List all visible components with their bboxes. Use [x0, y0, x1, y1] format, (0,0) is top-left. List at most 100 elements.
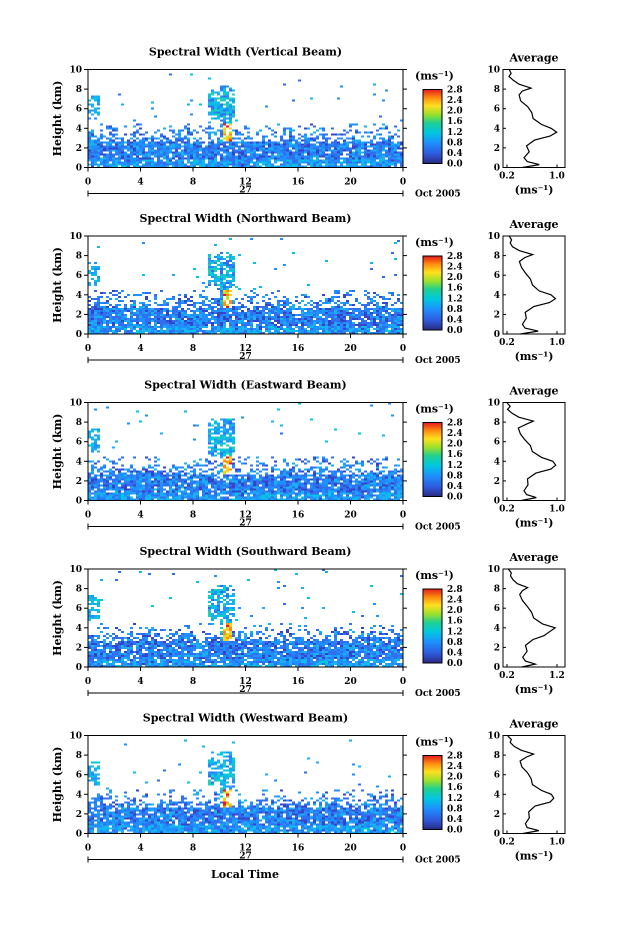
heatmap-cell — [163, 332, 166, 334]
heatmap-cell — [91, 298, 94, 300]
heatmap-cell — [256, 155, 259, 158]
heatmap-cell — [271, 153, 274, 156]
heatmap-cell — [232, 326, 235, 328]
heatmap-cell — [130, 474, 133, 477]
heatmap-cell — [214, 117, 217, 120]
heatmap-cell — [136, 320, 139, 322]
heatmap-cell — [226, 496, 229, 499]
heatmap-cell — [184, 125, 187, 128]
heatmap-cell — [343, 490, 346, 493]
heatmap-cell — [202, 304, 205, 306]
heatmap-cell — [127, 488, 130, 491]
heatmap-cell — [274, 308, 277, 310]
heatmap-cell — [136, 474, 139, 477]
heatmap-cell — [145, 163, 148, 166]
heatmap-cell — [244, 486, 247, 489]
y-tick-label: 10 — [69, 232, 82, 242]
y-tick-label: 8 — [76, 252, 82, 262]
heatmap-cell — [187, 143, 190, 146]
heatmap-cell — [355, 131, 358, 134]
heatmap-cell — [262, 159, 265, 162]
heatmap-cell — [301, 314, 304, 316]
heatmap-cell — [268, 494, 271, 497]
heatmap-cell — [325, 468, 328, 471]
heatmap-cell — [286, 330, 289, 332]
heatmap-cell — [244, 163, 247, 166]
heatmap-cell — [376, 330, 379, 332]
heatmap-cell — [253, 292, 256, 294]
heatmap-cell — [91, 306, 94, 308]
heatmap-cell — [196, 474, 199, 477]
heatmap-cell — [253, 155, 256, 158]
average-y-tick-label: 10 — [487, 66, 500, 76]
heatmap-cell — [175, 159, 178, 162]
heatmap-cell — [217, 115, 220, 118]
heatmap-cell — [307, 488, 310, 491]
heatmap-cell — [229, 151, 232, 154]
heatmap-cell — [376, 496, 379, 499]
heatmap-cell — [334, 155, 337, 158]
heatmap-cell — [112, 492, 115, 495]
heatmap-cell — [184, 326, 187, 328]
heatmap-cell — [280, 157, 283, 160]
heatmap-cell — [226, 270, 229, 272]
heatmap-cell — [115, 330, 118, 332]
heatmap-cell — [331, 332, 334, 334]
heatmap-cell — [397, 486, 400, 489]
heatmap-cell — [385, 492, 388, 495]
heatmap-cell — [217, 165, 220, 168]
heatmap-cell — [250, 318, 253, 320]
heatmap-cell — [265, 494, 268, 497]
heatmap-cell — [388, 318, 391, 320]
heatmap-cell — [220, 262, 223, 264]
heatmap-cell — [235, 316, 238, 318]
heatmap-cell — [289, 482, 292, 485]
heatmap-cell — [187, 137, 190, 140]
heatmap-cell — [199, 480, 202, 483]
heatmap-cell — [298, 320, 301, 322]
heatmap-cell — [373, 498, 376, 501]
heatmap-cell — [148, 149, 151, 152]
heatmap-cell — [169, 332, 172, 334]
heatmap-cell — [400, 143, 403, 146]
heatmap-cell — [88, 316, 91, 318]
heatmap-cell — [124, 468, 127, 471]
heatmap-cell — [229, 159, 232, 162]
heatmap-cell — [184, 482, 187, 485]
heatmap-cell — [331, 478, 334, 481]
heatmap-cell — [322, 127, 325, 130]
heatmap-cell — [157, 304, 160, 306]
heatmap-cell — [358, 326, 361, 328]
heatmap-cell — [163, 482, 166, 485]
heatmap-cell — [223, 115, 226, 118]
heatmap-cell — [319, 324, 322, 326]
heatmap-cell — [106, 310, 109, 312]
heatmap-cell — [229, 153, 232, 156]
heatmap-cell — [283, 165, 286, 168]
heatmap-cell — [172, 474, 175, 477]
heatmap-cell — [283, 127, 286, 130]
heatmap-cell — [292, 328, 295, 330]
heatmap-cell — [307, 322, 310, 324]
heatmap-cell — [157, 330, 160, 332]
heatmap-cell — [259, 486, 262, 489]
heatmap-cell — [367, 472, 370, 475]
heatmap-cell — [148, 466, 151, 469]
heatmap-cell — [115, 304, 118, 306]
heatmap-cell — [205, 318, 208, 320]
heatmap-cell — [181, 159, 184, 162]
heatmap-cell — [88, 137, 91, 140]
heatmap-cell — [172, 163, 175, 166]
heatmap-cell — [349, 476, 352, 479]
heatmap-cell — [130, 492, 133, 495]
heatmap-cell — [316, 498, 319, 501]
heatmap-cell — [202, 155, 205, 158]
heatmap-cell — [142, 141, 145, 144]
heatmap-cell — [130, 304, 133, 306]
heatmap-cell — [208, 153, 211, 156]
heatmap-cell — [91, 486, 94, 489]
heatmap-cell — [94, 97, 97, 100]
heatmap-cell — [355, 324, 358, 326]
heatmap-cell — [232, 332, 235, 334]
heatmap-cell — [367, 159, 370, 162]
